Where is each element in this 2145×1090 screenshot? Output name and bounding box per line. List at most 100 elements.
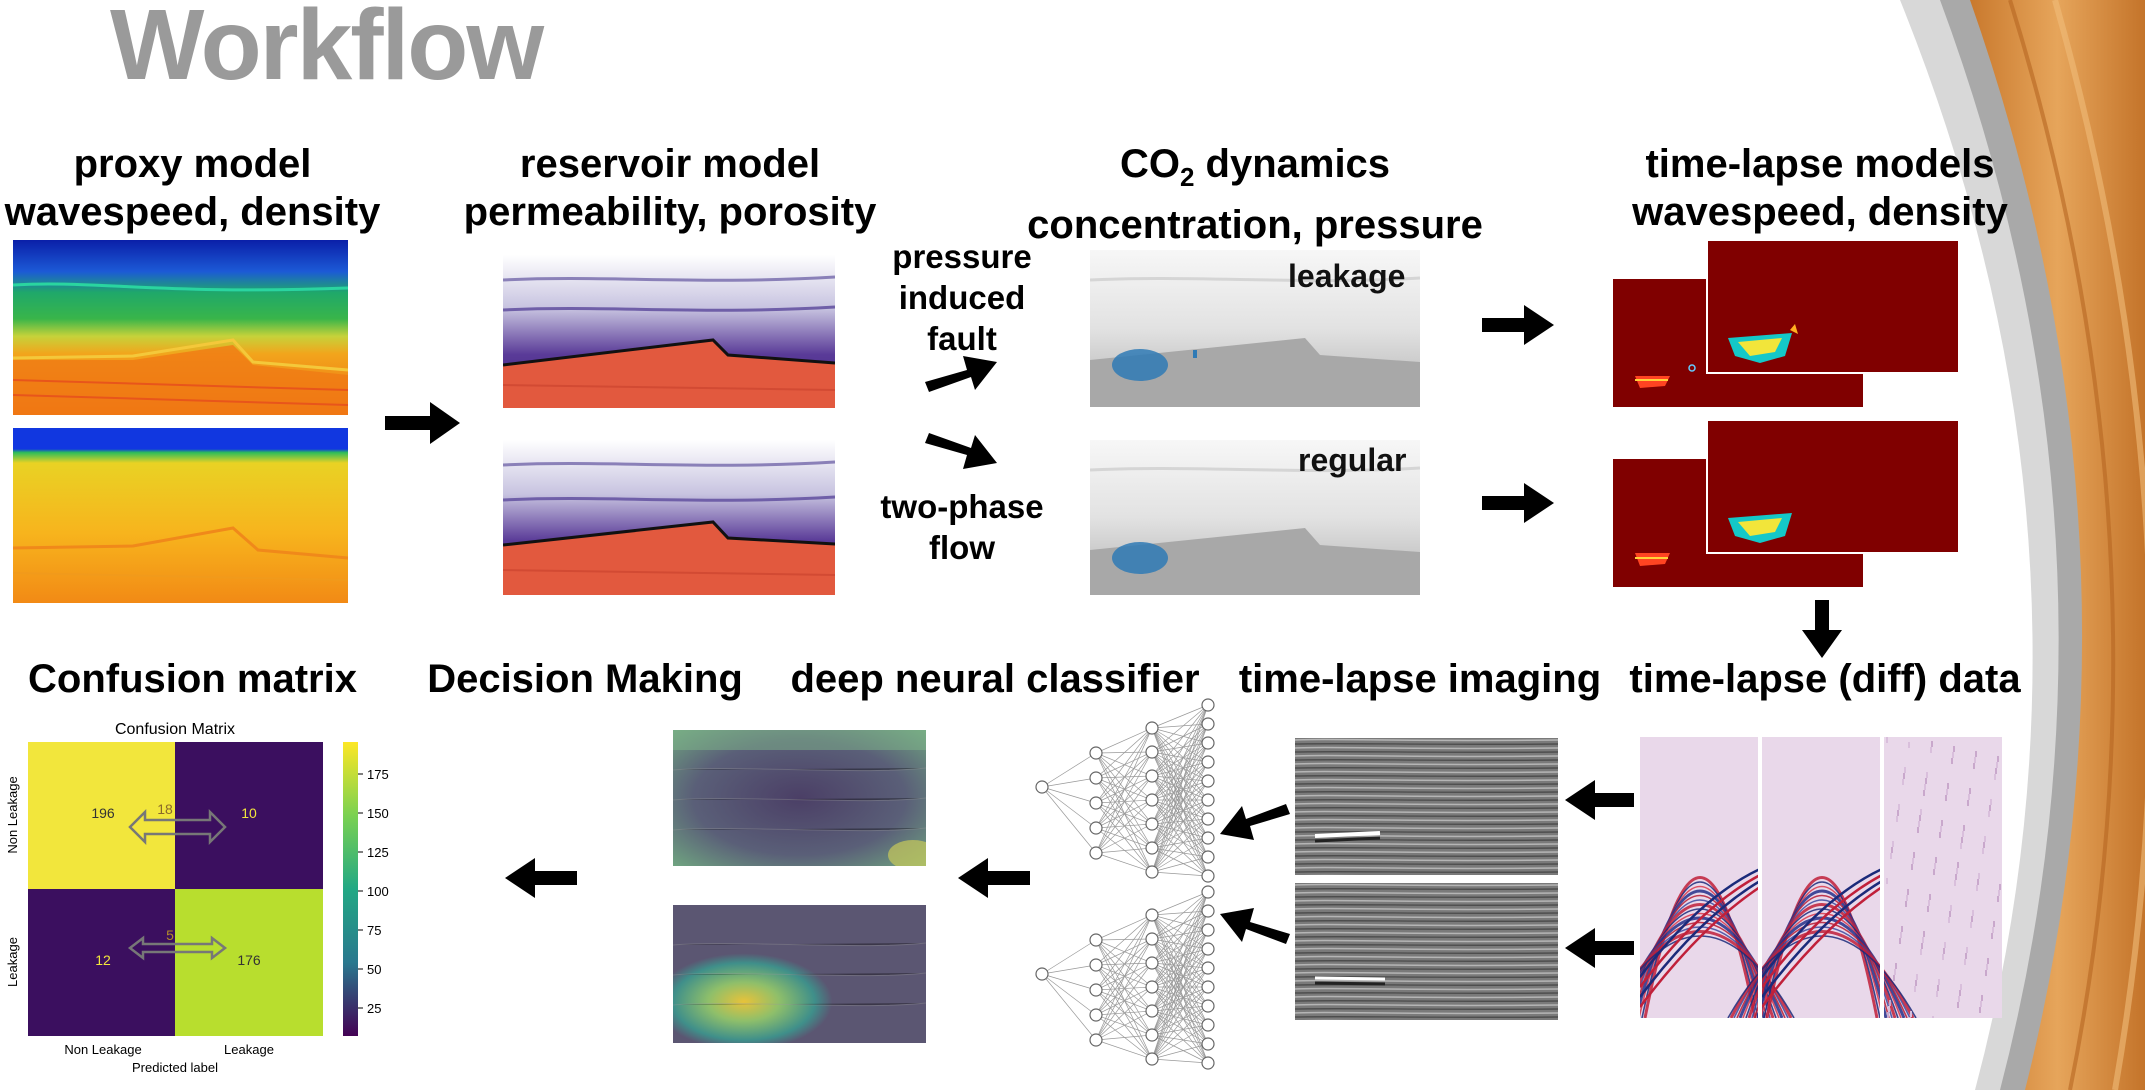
arrow-left-down-icon [1220, 908, 1290, 944]
reservoir-model-permeability-image [503, 255, 835, 408]
cell-fn [28, 889, 175, 1036]
neuron-node [1201, 717, 1215, 731]
co2-regular-image [1090, 440, 1420, 595]
neuron-node [1145, 1004, 1159, 1018]
neuron-node [1201, 812, 1215, 826]
co2-leakage-image [1090, 250, 1420, 407]
neuron-node [1145, 745, 1159, 759]
decision-heatmap-top [673, 730, 926, 866]
neuron-node [1035, 967, 1049, 981]
neuron-node [1201, 850, 1215, 864]
x-axis-label: Predicted label [132, 1060, 218, 1075]
proxy-model-density-image [13, 428, 348, 603]
confusion-matrix-chart: Confusion Matrix 196 10 12 176 18 5 Non … [5, 721, 389, 1075]
cell-fp-value: 10 [241, 805, 257, 821]
neuron-node [1145, 817, 1159, 831]
neuron-node [1089, 771, 1103, 785]
timelapse-models-label: time-lapse models wavespeed, density [1632, 142, 2008, 234]
slide-edge-decoration [1900, 0, 2145, 1090]
colorbar-tick-label: 100 [367, 884, 389, 899]
neuron-node [1089, 746, 1103, 760]
confusion-matrix-label: Confusion matrix [28, 657, 357, 701]
arrow-label-bottom: 5 [166, 927, 174, 943]
neuron-node [1145, 721, 1159, 735]
colorbar-tick-label: 25 [367, 1001, 381, 1016]
cell-fn-value: 12 [95, 952, 111, 968]
neuron-node [1201, 755, 1215, 769]
neuron-node [1089, 796, 1103, 810]
colorbar-tick-label: 150 [367, 806, 389, 821]
pressure-induced-fault-label: pressure induced fault [892, 238, 1032, 357]
x-tick-leakage: Leakage [224, 1042, 274, 1057]
cell-tp-value: 176 [237, 952, 261, 968]
neuron-node [1201, 999, 1215, 1013]
neuron-node [1089, 983, 1103, 997]
arrow-right-icon [1482, 305, 1554, 345]
neuron-node [1145, 980, 1159, 994]
cell-fp [175, 742, 323, 889]
arrow-left-icon [505, 858, 577, 898]
neuron-node [1201, 885, 1215, 899]
colorbar-tick-label: 125 [367, 845, 389, 860]
neuron-node [1089, 1008, 1103, 1022]
neuron-node [1145, 956, 1159, 970]
time-lapse-diff-data-label: time-lapse (diff) data [1629, 657, 2021, 701]
colorbar [343, 742, 358, 1036]
neuron-node [1145, 865, 1159, 879]
neuron-node [1201, 923, 1215, 937]
neuron-node [1145, 1052, 1159, 1066]
arrow-label-top: 18 [157, 801, 173, 817]
neuron-node [1145, 908, 1159, 922]
slide-title: Workflow [110, 0, 544, 101]
neuron-node [1201, 736, 1215, 750]
deep-neural-classifier-label: deep neural classifier [790, 657, 1200, 701]
arrow-left-up-icon [1220, 804, 1290, 840]
colorbar-tick-label: 75 [367, 923, 381, 938]
arrow-left-icon [958, 858, 1030, 898]
neuron-node [1201, 1056, 1215, 1070]
neuron-node [1145, 932, 1159, 946]
colorbar-ticks: 175 150 125 100 75 50 25 [358, 767, 389, 1016]
neuron-node [1089, 821, 1103, 835]
neuron-node [1145, 769, 1159, 783]
arrow-right-icon [1482, 483, 1554, 523]
timelapse-image-top [1295, 738, 1558, 875]
regular-tag: regular [1298, 442, 1407, 478]
arrow-down-icon [1802, 600, 1842, 658]
neuron-node [1089, 958, 1103, 972]
timelapse-image-bottom [1295, 883, 1558, 1020]
reservoir-model-label: reservoir model permeability, porosity [463, 142, 877, 234]
decision-making-label: Decision Making [427, 657, 743, 701]
neuron-node [1089, 933, 1103, 947]
swap-arrow-icon [128, 808, 227, 846]
neuron-node [1089, 1033, 1103, 1047]
y-tick-non-leakage: Non Leakage [5, 776, 20, 853]
confusion-matrix-title: Confusion Matrix [115, 721, 235, 738]
proxy-model-label: proxy model wavespeed, density [4, 142, 381, 234]
arrow-down-right-icon [925, 433, 997, 469]
timelapse-diff-data-image [1640, 737, 2002, 1018]
arrow-right-icon [385, 402, 460, 444]
neuron-node [1201, 869, 1215, 883]
neuron-node [1201, 774, 1215, 788]
neuron-node [1201, 904, 1215, 918]
colorbar-tick-label: 175 [367, 767, 389, 782]
neuron-node [1201, 793, 1215, 807]
timelapse-model-regular-stack [1611, 419, 1960, 589]
timelapse-model-leakage-stack [1611, 239, 1960, 409]
leakage-tag: leakage [1288, 258, 1406, 294]
neuron-node [1201, 1037, 1215, 1051]
cell-tp [175, 889, 323, 1036]
x-tick-non-leakage: Non Leakage [64, 1042, 141, 1057]
neuron-node [1145, 841, 1159, 855]
arrow-left-icon [1565, 928, 1634, 968]
neuron-node [1089, 846, 1103, 860]
neuron-node [1201, 961, 1215, 975]
neuron-node [1201, 980, 1215, 994]
neuron-node [1145, 793, 1159, 807]
time-lapse-imaging-label: time-lapse imaging [1238, 657, 1602, 701]
swap-arrow-icon [127, 935, 228, 961]
neural-network-bottom-icon [1035, 885, 1215, 1070]
cell-tn [28, 742, 175, 889]
arrow-left-icon [1565, 780, 1634, 820]
